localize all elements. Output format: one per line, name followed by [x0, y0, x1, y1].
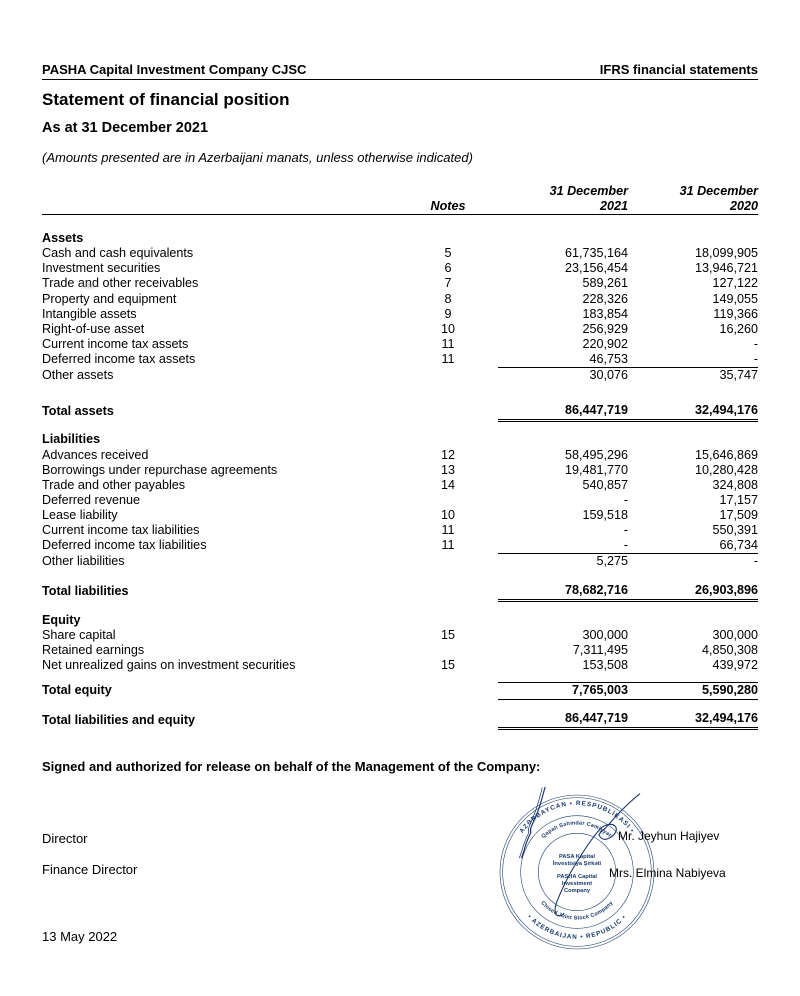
svg-text:PASA Kapital: PASA Kapital — [559, 854, 595, 860]
svg-text:Investment: Investment — [562, 881, 592, 887]
svg-text:Company: Company — [564, 888, 591, 894]
svg-text:PASHA Capital: PASHA Capital — [557, 874, 597, 880]
